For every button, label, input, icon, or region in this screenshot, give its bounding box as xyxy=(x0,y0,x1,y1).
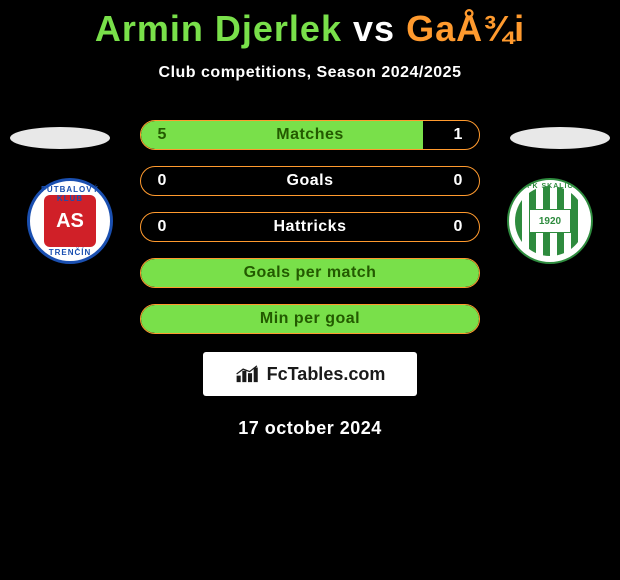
stat-row: 00Hattricks xyxy=(140,212,480,242)
stat-rows: 51Matches 00Goals 00Hattricks Goals per mat… xyxy=(0,120,620,334)
player2-name: GaÅ¾i xyxy=(406,8,525,49)
player1-name: Armin Djerlek xyxy=(95,8,342,49)
stat-label: Min per goal xyxy=(141,305,479,333)
stat-label: Hattricks xyxy=(141,213,479,241)
brand-badge: FcTables.com xyxy=(203,352,417,396)
stat-label: Goals per match xyxy=(141,259,479,287)
date-text: 17 october 2024 xyxy=(0,418,620,439)
subtitle: Club competitions, Season 2024/2025 xyxy=(0,64,620,82)
stat-row: 51Matches xyxy=(140,120,480,150)
brand-text: FcTables.com xyxy=(267,364,386,385)
title-vs: vs xyxy=(353,8,395,49)
stat-row: Goals per match xyxy=(140,258,480,288)
comparison-infographic: Armin Djerlek vs GaÅ¾i Club competitions… xyxy=(0,0,620,580)
stat-row: Min per goal xyxy=(140,304,480,334)
stat-label: Goals xyxy=(141,167,479,195)
stat-row: 00Goals xyxy=(140,166,480,196)
bar-chart-icon xyxy=(235,364,261,384)
stat-label: Matches xyxy=(141,121,479,149)
page-title: Armin Djerlek vs GaÅ¾i xyxy=(0,8,620,50)
